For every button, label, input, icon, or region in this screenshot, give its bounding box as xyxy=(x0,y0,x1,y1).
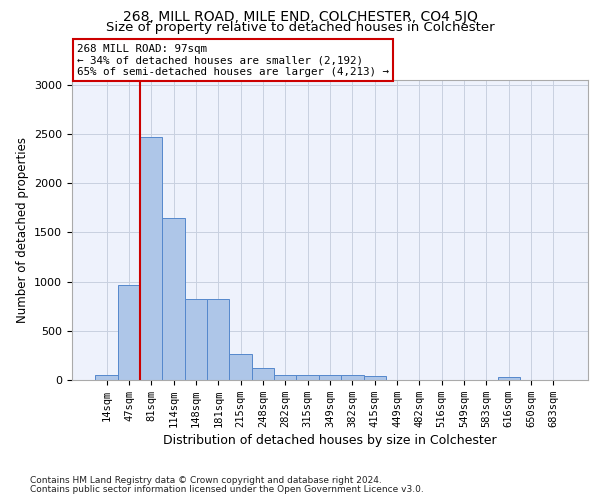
Text: Size of property relative to detached houses in Colchester: Size of property relative to detached ho… xyxy=(106,21,494,34)
Bar xyxy=(229,354,252,380)
Bar xyxy=(95,374,118,380)
Bar xyxy=(118,284,140,380)
Bar xyxy=(296,374,319,380)
Text: Contains public sector information licensed under the Open Government Licence v3: Contains public sector information licen… xyxy=(30,484,424,494)
Bar xyxy=(497,377,520,380)
Bar xyxy=(252,368,274,380)
Bar xyxy=(207,300,229,380)
Bar xyxy=(319,374,341,380)
Bar xyxy=(140,137,163,380)
Bar xyxy=(274,374,296,380)
Y-axis label: Number of detached properties: Number of detached properties xyxy=(16,137,29,323)
Text: 268, MILL ROAD, MILE END, COLCHESTER, CO4 5JQ: 268, MILL ROAD, MILE END, COLCHESTER, CO… xyxy=(122,10,478,24)
Bar xyxy=(341,374,364,380)
Bar xyxy=(364,376,386,380)
Text: Contains HM Land Registry data © Crown copyright and database right 2024.: Contains HM Land Registry data © Crown c… xyxy=(30,476,382,485)
Bar xyxy=(185,300,207,380)
Text: 268 MILL ROAD: 97sqm
← 34% of detached houses are smaller (2,192)
65% of semi-de: 268 MILL ROAD: 97sqm ← 34% of detached h… xyxy=(77,44,389,77)
X-axis label: Distribution of detached houses by size in Colchester: Distribution of detached houses by size … xyxy=(163,434,497,447)
Bar xyxy=(163,218,185,380)
